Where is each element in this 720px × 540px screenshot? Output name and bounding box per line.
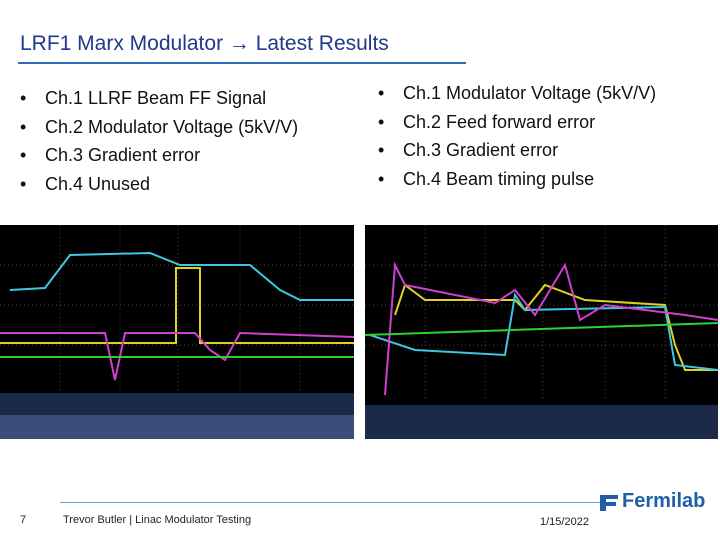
- logo-mark: [600, 494, 618, 511]
- footer-text: Trevor Butler | Linac Modulator Testing: [63, 514, 252, 526]
- list-item: Ch.2 Feed forward error: [378, 112, 656, 141]
- logo-text: Fermilab: [622, 490, 706, 512]
- list-item: Ch.3 Gradient error: [20, 145, 298, 174]
- right-list: Ch.1 Modulator Voltage (5kV/V) Ch.2 Feed…: [378, 83, 656, 198]
- title-rule: [18, 62, 466, 64]
- scope-right: [365, 225, 718, 439]
- list-item: Ch.1 LLRF Beam FF Signal: [20, 88, 298, 117]
- logo: Fermilab: [598, 490, 705, 513]
- footer-rule: [60, 502, 600, 503]
- left-list: Ch.1 LLRF Beam FF Signal Ch.2 Modulator …: [20, 88, 298, 203]
- slide-title: LRF1 Marx Modulator → Latest Results: [20, 32, 389, 55]
- footer-date: 1/15/2022: [540, 516, 589, 528]
- scope-left: [0, 225, 354, 439]
- list-item: Ch.1 Modulator Voltage (5kV/V): [378, 83, 656, 112]
- list-item: Ch.3 Gradient error: [378, 140, 656, 169]
- list-item: Ch.2 Modulator Voltage (5kV/V): [20, 117, 298, 146]
- list-item: Ch.4 Unused: [20, 174, 298, 203]
- list-item: Ch.4 Beam timing pulse: [378, 169, 656, 198]
- page-number: 7: [20, 514, 27, 526]
